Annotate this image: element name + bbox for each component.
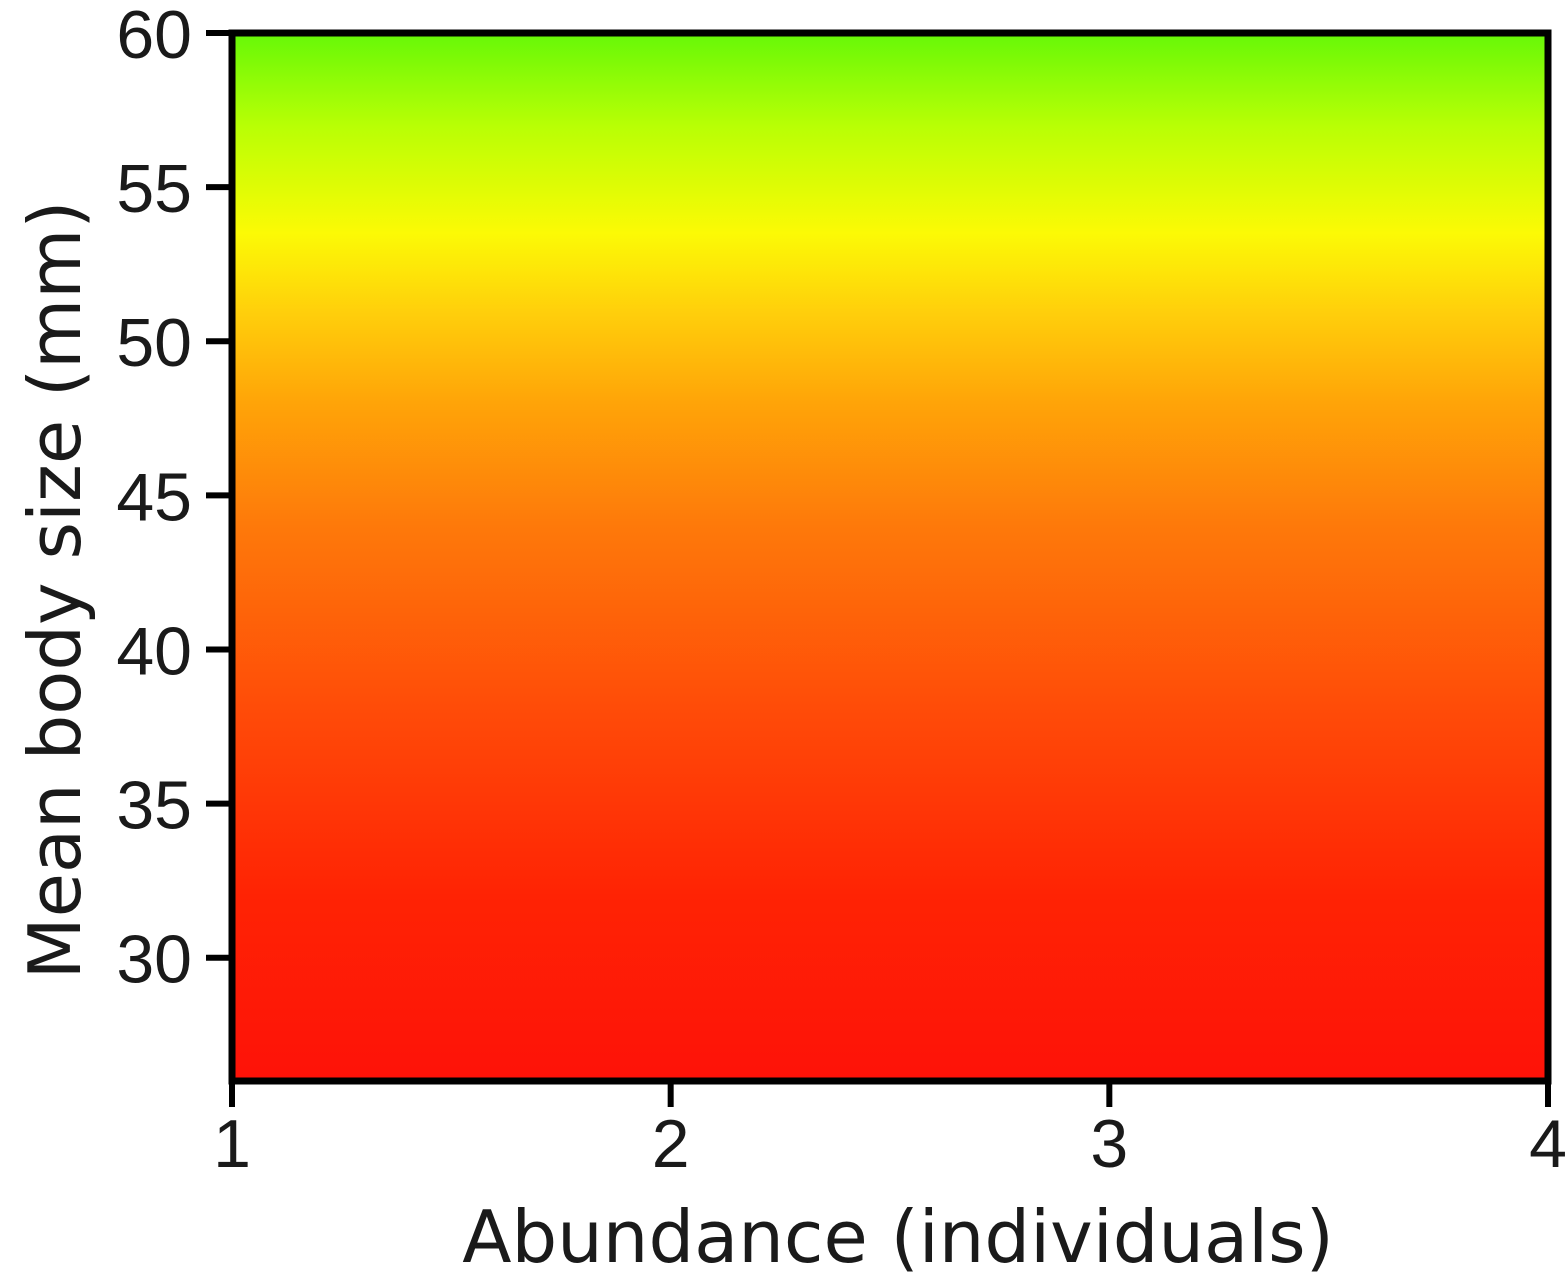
y-tick-label: 50 bbox=[116, 305, 192, 381]
x-tick-label: 2 bbox=[652, 1106, 690, 1182]
y-tick-label: 60 bbox=[116, 0, 192, 73]
y-tick-label: 35 bbox=[116, 768, 192, 844]
heatmap-field bbox=[232, 33, 1548, 1081]
x-axis-title: Abundance (individuals) bbox=[462, 1195, 1334, 1279]
x-tick-label: 3 bbox=[1090, 1106, 1128, 1182]
x-tick-label: 4 bbox=[1529, 1106, 1567, 1182]
y-axis-ticks: 30 35 40 45 50 55 60 bbox=[116, 0, 232, 998]
x-axis-ticks: 1 2 3 4 bbox=[213, 1081, 1567, 1182]
y-tick-label: 45 bbox=[116, 459, 192, 535]
plot-frame bbox=[228, 29, 1552, 1085]
y-tick-label: 55 bbox=[116, 151, 192, 227]
x-tick-label: 1 bbox=[213, 1106, 251, 1182]
y-tick-label: 40 bbox=[116, 613, 192, 689]
y-axis-title: Mean body size (mm) bbox=[13, 201, 97, 980]
y-tick-label: 30 bbox=[116, 922, 192, 998]
